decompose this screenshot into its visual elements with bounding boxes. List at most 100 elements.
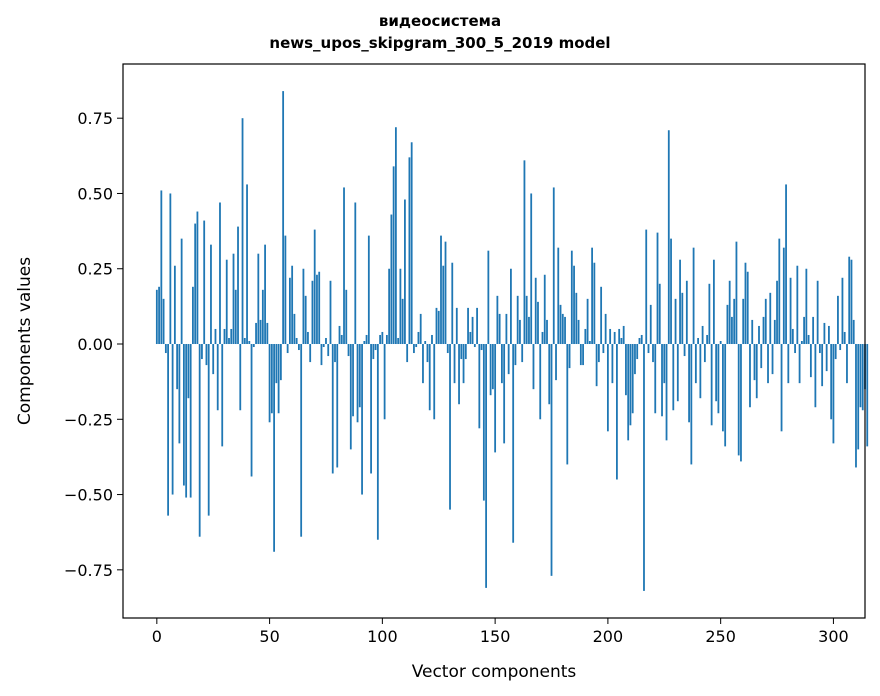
bar [453,344,456,384]
bar [663,344,666,384]
bar [861,344,864,411]
bar [232,253,235,345]
bar [681,292,684,345]
bar [158,286,160,345]
bar [385,334,388,345]
bar [740,344,742,462]
bar [699,344,702,399]
bar [404,199,406,345]
bar [771,344,774,375]
y-tick-label: 0.50 [77,184,113,203]
bar [291,265,294,345]
bar [708,283,711,345]
bar [178,344,181,444]
bar [710,344,713,426]
bar [203,220,206,345]
bar [843,331,846,345]
bar [830,344,833,420]
bar [825,344,828,372]
bar [216,344,219,411]
bar [809,344,812,378]
bar [532,344,535,390]
bar [521,344,524,363]
bar [674,298,677,345]
bar [358,344,361,408]
bar [451,262,454,345]
bar [627,344,630,441]
bar [279,344,282,381]
bar [654,344,657,414]
bar [744,262,747,345]
bar [376,344,379,540]
bar [688,344,690,423]
bar [250,344,253,477]
bar [685,280,688,345]
bar [464,344,467,360]
bar [261,289,264,345]
bar [586,298,589,345]
bar [473,344,476,348]
bar [606,344,609,432]
bar [167,344,169,516]
bar [399,268,402,345]
bar [340,334,343,345]
bar [665,344,668,441]
bar [546,319,548,345]
bar [564,316,566,345]
bar [221,344,224,447]
bar [476,307,478,345]
bar [196,211,199,345]
bar [620,337,623,345]
bar [728,280,731,345]
bar [381,331,384,345]
bar [413,344,415,354]
bar [487,250,490,345]
bar [417,331,420,345]
bar [566,344,569,465]
bar [230,328,233,345]
plot-frame [122,63,866,619]
bar [246,184,248,345]
bar [537,301,539,345]
bar [846,344,848,384]
bar [496,295,499,345]
bar [334,344,336,363]
bar [647,344,650,354]
bar [295,337,298,345]
bar [408,157,411,345]
bar [706,334,709,345]
bar [428,344,431,411]
bar [469,331,472,345]
x-axis-ticks: 0 50 100 150 200 250 300 [152,618,849,646]
bar [850,259,853,345]
bar [182,344,185,486]
bar [638,337,641,345]
bar [210,244,212,345]
y-axis-label: Components values [15,257,35,425]
bar [345,289,348,345]
bar [523,160,526,345]
bar [539,344,542,420]
bar [724,344,727,447]
bar [701,325,704,345]
bar [507,344,510,375]
bar [370,344,372,474]
x-tick-label: 200 [593,627,624,646]
bar [349,344,352,450]
bar [656,232,659,345]
bar [643,344,645,591]
bar [198,344,201,537]
bar [609,328,612,345]
bar [379,334,381,345]
bar [422,344,424,384]
bar [444,241,447,345]
bar [773,319,776,345]
bar [273,344,275,552]
bar [762,316,765,345]
bar [467,307,469,345]
bar [679,259,681,345]
bar [785,184,787,345]
bar [331,344,334,474]
bar [694,344,697,384]
bar [568,344,571,369]
